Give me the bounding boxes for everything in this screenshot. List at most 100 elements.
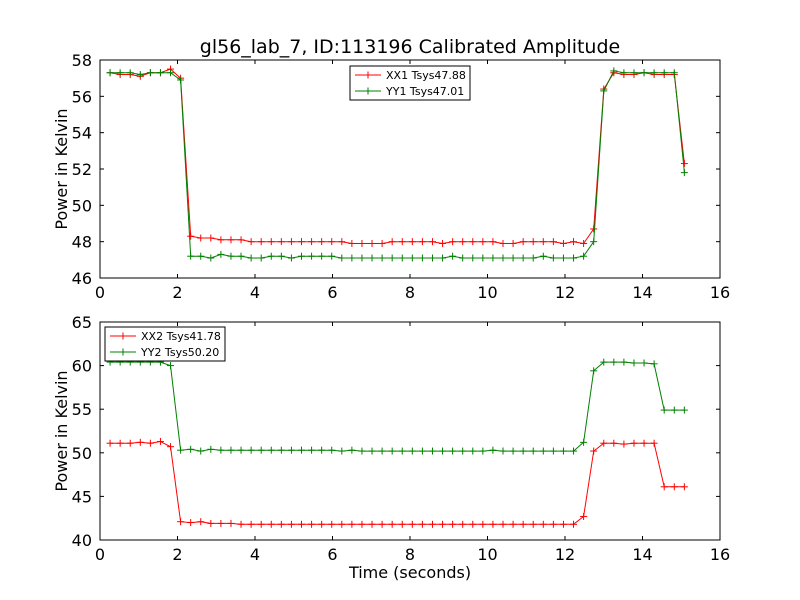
data-point [408,254,416,262]
data-point [408,447,416,455]
data-point [298,446,305,454]
x-tick-label: 10 [477,283,497,302]
data-point [489,446,497,454]
legend-label: YY1 Tsys47.01 [385,85,464,98]
data-point [338,238,346,246]
y-axis-label: Power in Kelvin [52,370,71,491]
data-point [549,238,557,246]
data-point [449,238,457,246]
data-point [378,447,386,455]
series-line-1 [110,68,685,245]
data-point [489,520,497,528]
data-point [217,236,225,244]
x-tick-label: 0 [95,283,105,302]
data-point [610,439,618,447]
x-tick-label: 14 [632,545,652,564]
bottom-subplot: 0 2 4 6 8 10 12 14 16 40 45 50 55 60 65 Power in Kelvin… [52,313,730,582]
data-point [610,67,618,75]
data-point [519,447,527,455]
x-tick-label: 4 [250,283,260,302]
data-point [167,362,175,370]
data-point [237,520,245,528]
data-point [318,238,326,246]
y-tick-label: 50 [72,444,92,463]
data-point [146,69,154,77]
data-point [187,519,195,527]
data-point [549,254,557,262]
y-tick-label: 58 [72,51,92,70]
x-tick-label: 6 [327,283,337,302]
x-tick-label: 16 [710,545,730,564]
y-tick-label: 40 [72,531,92,550]
data-point [509,447,517,455]
data-point [338,447,346,455]
data-point [469,447,477,455]
data-point [267,520,275,528]
data-point [590,447,598,455]
x-tick-label: 0 [95,545,105,564]
data-point [187,252,195,260]
data-point [459,238,467,246]
data-point [590,367,598,375]
data-point [136,71,144,79]
data-point [328,520,336,528]
series-line-1 [110,440,685,525]
data-point [670,406,678,414]
data-point [207,519,215,527]
data-point [237,252,245,260]
data-point [177,76,185,84]
data-point [479,254,487,262]
data-point [489,254,497,262]
data-point [177,446,185,454]
data-point [298,520,305,528]
data-point [388,238,396,246]
data-point [539,238,547,246]
data-point [660,69,668,77]
legend-label: YY2 Tsys50.20 [140,346,219,359]
data-point [267,238,275,246]
data-point [680,160,688,168]
data-point [318,446,326,454]
data-point [257,446,265,454]
data-point [348,446,356,454]
data-point [378,520,386,528]
data-point [489,238,497,246]
legend: XX1 Tsys47.88 YY1 Tsys47.01 [349,65,471,101]
data-point [116,439,124,447]
data-point [640,359,648,367]
data-point [227,519,235,527]
data-point [650,439,658,447]
x-tick-label: 8 [405,283,415,302]
data-point [167,69,175,77]
data-point [156,437,164,445]
data-point [136,438,144,446]
y-tick-label: 46 [72,269,92,288]
data-point [499,520,507,528]
data-point [559,447,567,455]
y-tick-label: 48 [72,233,92,252]
data-point [610,358,618,366]
data-point [650,69,658,77]
data-point [479,238,487,246]
data-point [428,238,436,246]
data-point [418,238,426,246]
data-point [640,69,648,77]
data-point [570,520,578,528]
data-point [358,239,366,247]
y-axis-label: Power in Kelvin [52,108,71,229]
data-point [479,520,487,528]
data-point [308,238,316,246]
data-point [630,439,638,447]
data-point [298,238,305,246]
data-point [277,446,285,454]
data-point [237,236,245,244]
data-point [207,254,215,262]
data-point [449,447,457,455]
data-point [680,483,688,491]
legend-label: XX1 Tsys47.88 [386,69,466,82]
data-point [529,254,537,262]
data-point [308,520,316,528]
x-tick-label: 2 [172,545,182,564]
